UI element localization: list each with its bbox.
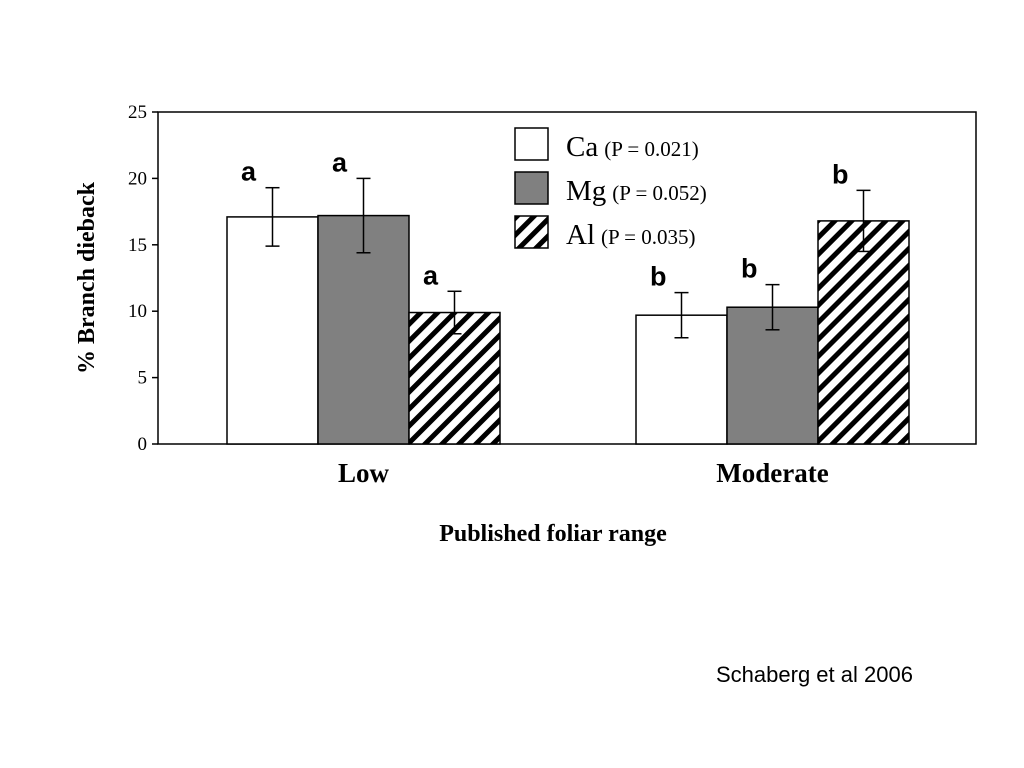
y-tick-label: 0 xyxy=(138,434,148,455)
significance-letter: a xyxy=(423,260,439,290)
y-tick-label: 20 xyxy=(128,168,147,189)
x-axis-title: Published foliar range xyxy=(439,521,667,547)
significance-letter: a xyxy=(241,157,257,187)
legend-entry: Mg (P = 0.052) xyxy=(566,175,707,207)
legend-entry: Al (P = 0.035) xyxy=(566,219,695,251)
legend-series-name: Al xyxy=(566,219,595,251)
source-credit: Schaberg et al 2006 xyxy=(716,662,913,687)
legend-series-name: Ca xyxy=(566,131,598,163)
plot-area-frame xyxy=(157,111,977,445)
significance-letter: a xyxy=(332,147,348,177)
legend-p-value: (P = 0.021) xyxy=(604,137,698,161)
legend-swatch-al xyxy=(514,215,549,249)
y-axis-title: % Branch dieback xyxy=(74,181,100,374)
x-category-label: Low xyxy=(338,458,390,488)
bar-al-moderate xyxy=(817,220,910,445)
legend-swatch-ca xyxy=(514,127,549,161)
bar-ca-low xyxy=(226,216,319,445)
legend-swatch-mg xyxy=(514,171,549,205)
significance-letter: b xyxy=(650,262,667,292)
y-tick-label: 15 xyxy=(128,235,147,256)
y-tick-label: 10 xyxy=(128,301,147,322)
legend-entry: Ca (P = 0.021) xyxy=(566,131,699,163)
y-tick-label: 25 xyxy=(128,102,147,123)
x-category-label: Moderate xyxy=(716,458,828,488)
significance-letter: b xyxy=(832,159,849,189)
y-tick-label: 5 xyxy=(138,368,148,389)
legend-series-name: Mg xyxy=(566,175,606,207)
legend-p-value: (P = 0.052) xyxy=(612,181,706,205)
legend-p-value: (P = 0.035) xyxy=(601,225,695,249)
significance-letter: b xyxy=(741,254,758,284)
